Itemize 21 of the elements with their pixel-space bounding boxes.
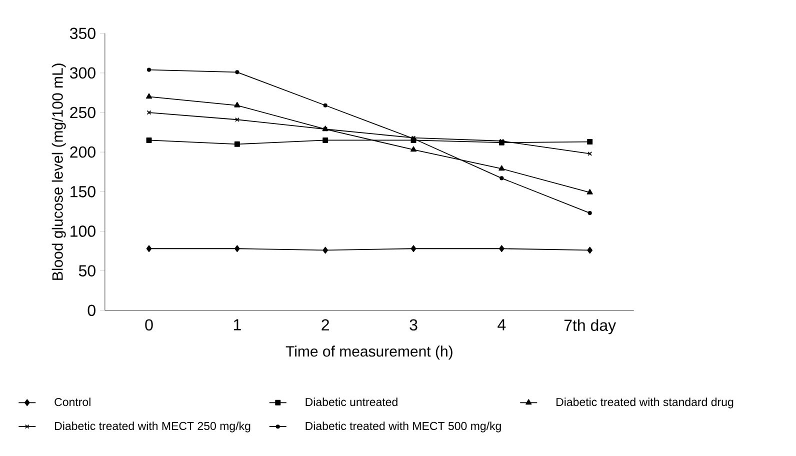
y-tick-label: 0 xyxy=(88,304,96,316)
legend-label: Diabetic untreated xyxy=(306,398,398,406)
x-tick-label: 2 xyxy=(322,319,329,330)
x-tick-label: 3 xyxy=(410,319,418,331)
x-tick-label: 0 xyxy=(145,319,153,331)
legend-label: Diabetic treated with MECT 500 mg/kg xyxy=(306,422,501,432)
x-axis-title: Time of measurement (h) xyxy=(286,346,452,360)
x-tick-label: 7th day xyxy=(564,319,616,334)
y-tick-label: 350 xyxy=(70,28,96,40)
x-tick-label: 4 xyxy=(498,319,506,330)
y-tick-label: 200 xyxy=(70,146,96,158)
legend-label: Diabetic treated with MECT 250 mg/kg xyxy=(55,422,250,432)
legend-label: Control xyxy=(54,398,90,406)
y-tick-label: 100 xyxy=(70,226,96,237)
legend-label: Diabetic treated with standard drug xyxy=(556,398,734,408)
y-tick-label: 50 xyxy=(78,265,96,276)
y-tick-label: 150 xyxy=(70,186,96,198)
y-tick-label: 300 xyxy=(70,67,96,79)
x-tick-label: 1 xyxy=(234,319,241,330)
y-axis-title: Blood glucose level (mg/100 mL) xyxy=(52,64,66,280)
y-tick-label: 250 xyxy=(70,106,96,118)
